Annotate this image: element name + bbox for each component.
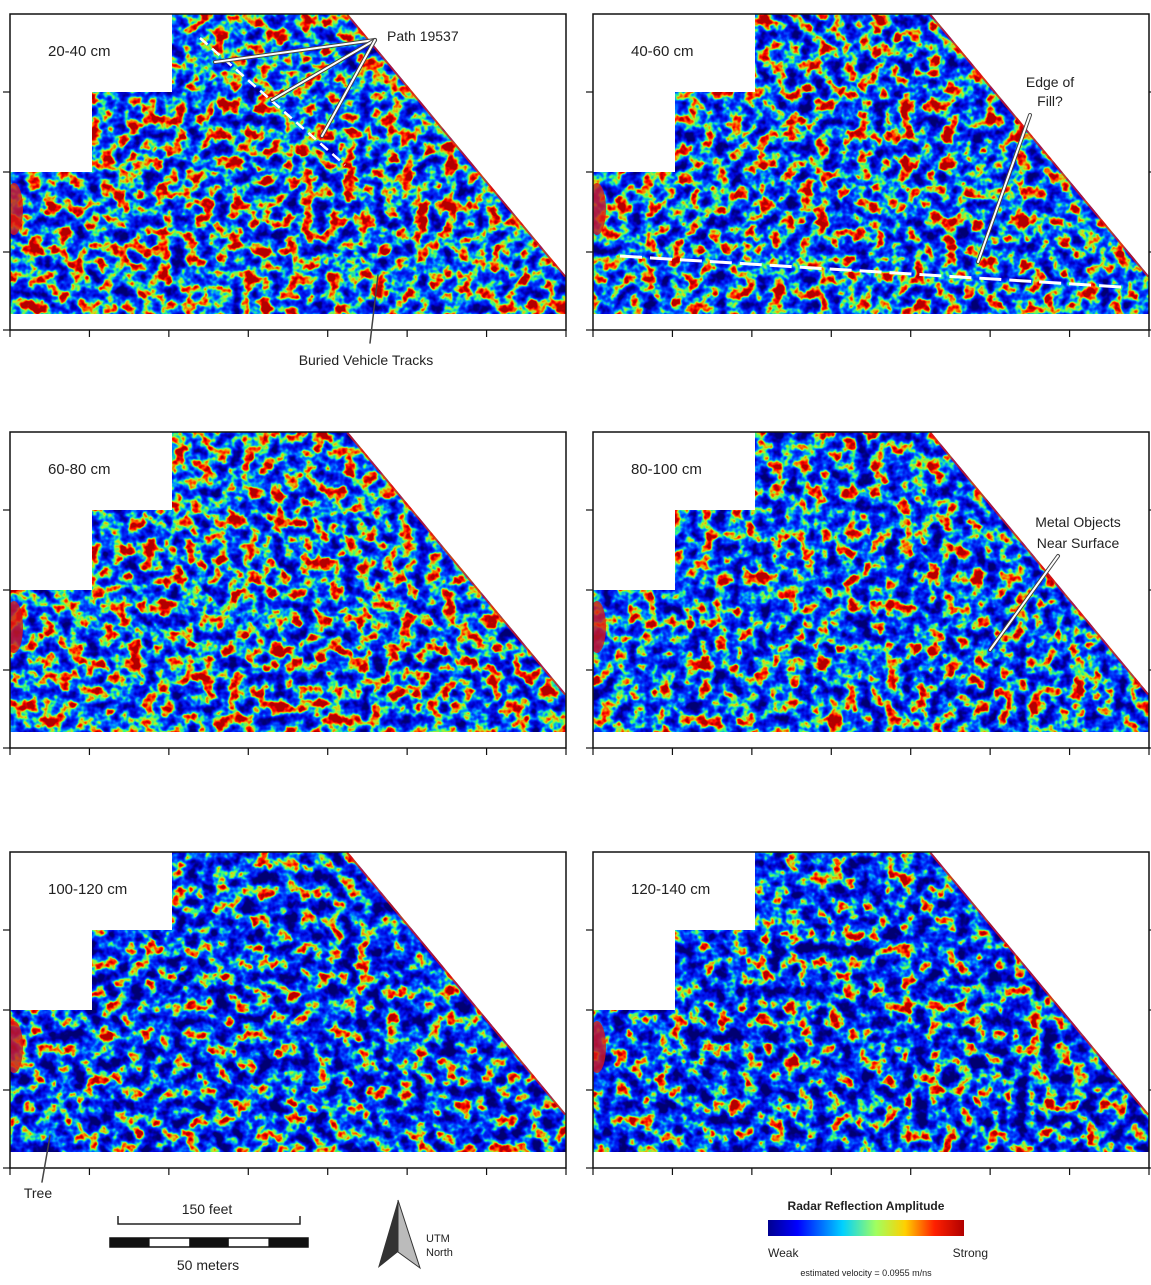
edge-reflection: [10, 1021, 23, 1073]
leader-lines: [41, 38, 1060, 1183]
annotation: Edge of: [1026, 74, 1074, 90]
edge-reflection: [593, 1021, 606, 1073]
north-label: UTM: [426, 1233, 450, 1245]
scale-label: 50 meters: [177, 1257, 239, 1273]
scale-label: 150 feet: [182, 1201, 233, 1217]
depth-slice-panel: 80-100 cm: [586, 431, 1151, 755]
edge-reflection: [346, 852, 566, 1116]
north-label: North: [426, 1247, 453, 1259]
amplitude-map: [10, 852, 566, 1152]
edge-reflection: [929, 432, 1149, 696]
panel-label: 20-40 cm: [48, 43, 111, 60]
edge-reflection: [593, 183, 606, 235]
legend-note: estimated velocity = 0.0955 m/ns: [800, 1268, 932, 1278]
panel-label: 80-100 cm: [631, 461, 702, 478]
annotation: Buried Vehicle Tracks: [299, 352, 434, 368]
color-ramp: [768, 1220, 964, 1236]
depth-slice-panel: 100-120 cm: [3, 851, 567, 1175]
panel-label: 60-80 cm: [48, 461, 111, 478]
edge-reflection: [593, 601, 606, 653]
legend: Radar Reflection Amplitude Weak Strong e…: [768, 1199, 988, 1278]
legend-low: Weak: [768, 1246, 799, 1260]
panel-label: 100-120 cm: [48, 881, 127, 898]
depth-slice-panel: 120-140 cm: [586, 851, 1151, 1175]
edge-reflection: [10, 601, 23, 653]
panels: 20-40 cm 40-60 cm 60-80 cm 80-100 cm 100-120…: [3, 13, 1151, 1175]
panel-label: 40-60 cm: [631, 43, 694, 60]
amplitude-map: [593, 432, 1149, 732]
amplitude-map: [10, 432, 566, 732]
panel-label: 120-140 cm: [631, 881, 710, 898]
legend-high: Strong: [953, 1246, 988, 1260]
annotation: Metal Objects: [1035, 514, 1121, 530]
annotations: Path 19537 Buried Vehicle Tracks Edge of…: [24, 28, 1123, 1201]
legend-title: Radar Reflection Amplitude: [788, 1199, 945, 1213]
edge-reflection: [929, 14, 1149, 278]
depth-slice-panel: 20-40 cm: [3, 13, 567, 337]
amplitude-map: [10, 14, 566, 314]
edge-reflection: [10, 183, 23, 235]
depth-slice-panel: 40-60 cm: [586, 13, 1151, 337]
depth-slice-panel: 60-80 cm: [3, 431, 567, 755]
scale-bar: 150 feet 50 meters: [109, 1201, 309, 1273]
amplitude-map: [593, 852, 1149, 1152]
annotation: Fill?: [1037, 93, 1063, 109]
annotation: Tree: [24, 1185, 52, 1201]
edge-reflection: [929, 852, 1149, 1116]
annotation: Near Surface: [1037, 535, 1120, 551]
north-arrow: UTM North: [378, 1199, 453, 1270]
amplitude-map: [593, 14, 1149, 314]
annotation: Path 19537: [387, 28, 459, 44]
fill-edge-line: [619, 254, 1123, 289]
